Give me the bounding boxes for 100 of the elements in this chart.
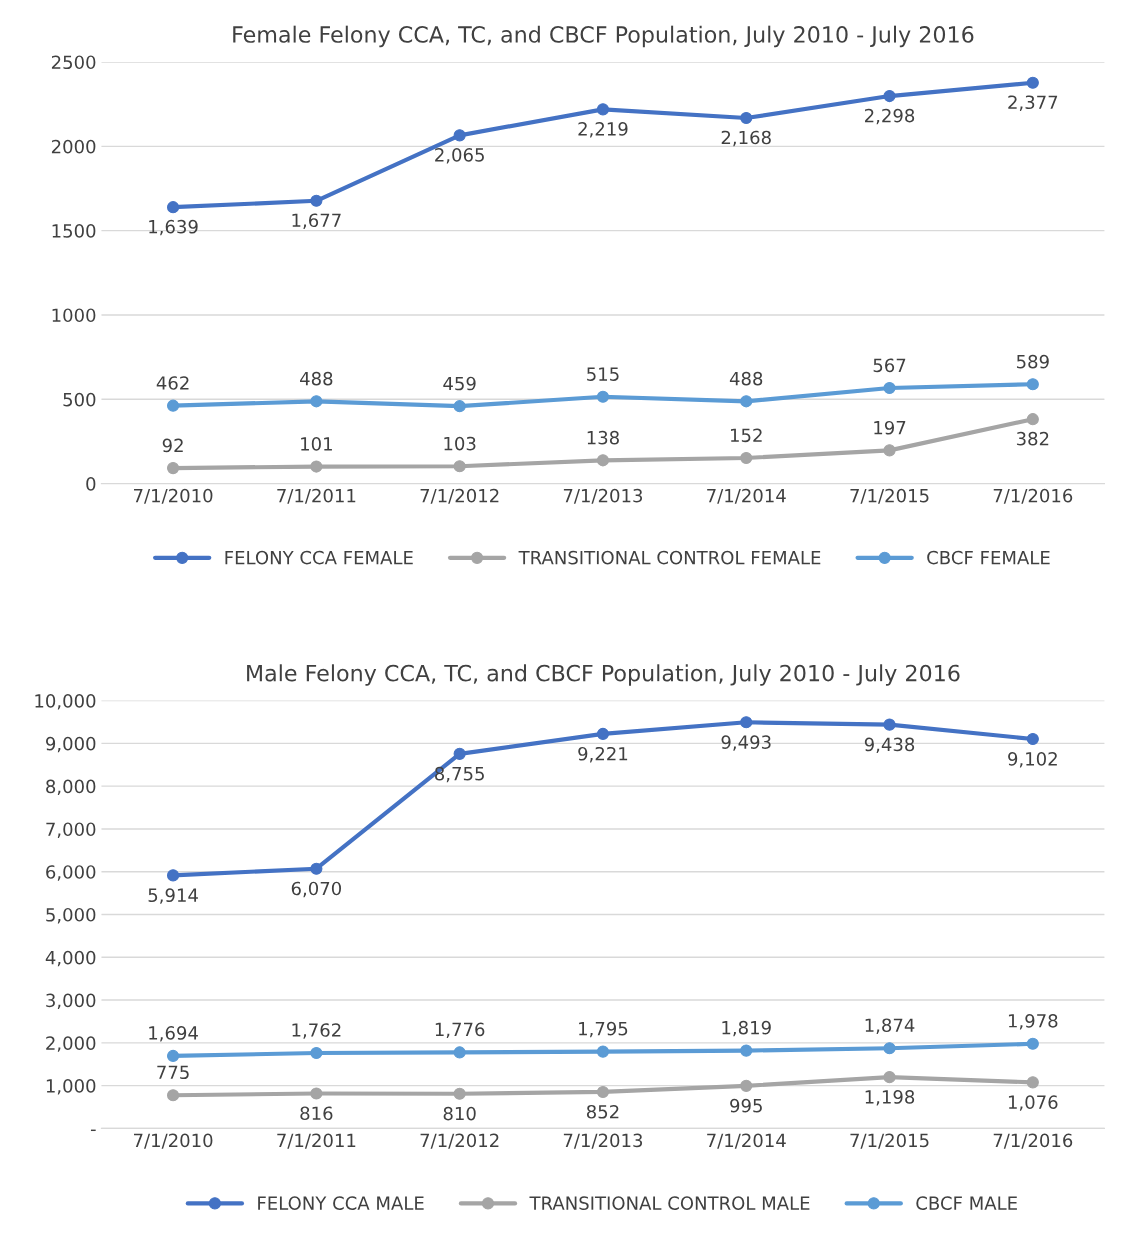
data-label: 775 bbox=[157, 1065, 189, 1080]
x-tick-label: 7/1/2016 bbox=[993, 1133, 1073, 1149]
y-tick-label: 500 bbox=[63, 392, 96, 407]
y-tick-label: 3,000 bbox=[46, 993, 96, 1010]
y-tick-label: 6,000 bbox=[46, 865, 96, 881]
point bbox=[167, 201, 180, 214]
x-tick-label: 7/1/2011 bbox=[277, 488, 356, 504]
point bbox=[740, 1044, 753, 1057]
legend-label: CBCF FEMALE bbox=[927, 550, 1050, 565]
data-label: 2,377 bbox=[1008, 95, 1058, 111]
x-tick-label: 7/1/2010 bbox=[134, 488, 213, 504]
point bbox=[883, 1071, 896, 1084]
x-tick-label: 7/1/2010 bbox=[134, 1133, 213, 1149]
point bbox=[596, 727, 610, 740]
y-tick-label: 2,000 bbox=[46, 1036, 96, 1052]
data-label: 462 bbox=[156, 376, 189, 390]
point bbox=[1026, 76, 1039, 89]
chart-title: Male Felony CCA, TC, and CBCF Population, July 2010 - July 2016 bbox=[247, 664, 960, 686]
point bbox=[1026, 1037, 1039, 1050]
data-label: 567 bbox=[873, 358, 906, 373]
data-label: 2,298 bbox=[865, 108, 915, 125]
point bbox=[310, 395, 323, 408]
data-label: 488 bbox=[729, 371, 763, 386]
data-label: 1,076 bbox=[1008, 1095, 1058, 1111]
data-label: 810 bbox=[443, 1106, 476, 1121]
y-tick-label: 8,000 bbox=[46, 779, 96, 796]
data-label: 1,762 bbox=[292, 1023, 341, 1039]
data-label: 9,221 bbox=[578, 746, 628, 763]
data-label: 1,795 bbox=[579, 1021, 628, 1038]
point bbox=[883, 444, 896, 457]
data-label: 1,776 bbox=[435, 1022, 485, 1039]
point bbox=[1026, 1076, 1039, 1089]
point bbox=[596, 1085, 610, 1099]
point bbox=[883, 381, 896, 395]
point bbox=[596, 390, 610, 403]
point bbox=[167, 1049, 180, 1063]
point bbox=[310, 460, 323, 473]
x-tick-label: 7/1/2013 bbox=[563, 1133, 643, 1149]
point bbox=[883, 89, 896, 103]
x-tick-label: 7/1/2011 bbox=[277, 1133, 356, 1149]
data-label: 852 bbox=[586, 1104, 619, 1119]
legend-label: FELONY CCA MALE bbox=[258, 1196, 424, 1210]
y-tick-label: 5,000 bbox=[46, 907, 96, 924]
point bbox=[596, 103, 610, 116]
point bbox=[740, 111, 753, 125]
data-label: 1,198 bbox=[865, 1090, 915, 1106]
point bbox=[453, 129, 466, 142]
data-label: 1,694 bbox=[149, 1026, 198, 1042]
data-label: 816 bbox=[300, 1106, 333, 1121]
data-label: 1,677 bbox=[292, 213, 341, 229]
x-tick-label: 7/1/2015 bbox=[850, 1133, 929, 1149]
point bbox=[883, 718, 896, 731]
data-label: 382 bbox=[1016, 431, 1049, 446]
point bbox=[453, 460, 466, 473]
point bbox=[167, 462, 180, 475]
point bbox=[596, 454, 610, 467]
data-label: 92 bbox=[162, 438, 183, 453]
x-tick-label: 7/1/2016 bbox=[993, 488, 1073, 504]
data-label: 2,168 bbox=[721, 130, 771, 147]
data-label: 103 bbox=[444, 436, 476, 451]
y-tick-label: 0 bbox=[86, 477, 96, 491]
data-label: 2,219 bbox=[578, 122, 628, 138]
data-label: 1,874 bbox=[865, 1018, 915, 1034]
legend-label: FELONY CCA FEMALE bbox=[225, 550, 413, 565]
data-label: 2,065 bbox=[435, 148, 484, 164]
data-label: 459 bbox=[443, 376, 476, 391]
point bbox=[310, 1046, 323, 1060]
point bbox=[310, 1087, 323, 1100]
x-tick-label: 7/1/2015 bbox=[850, 488, 929, 504]
point bbox=[310, 862, 323, 875]
data-label: 152 bbox=[730, 428, 762, 443]
data-label: 101 bbox=[301, 437, 332, 451]
data-label: 8,755 bbox=[435, 766, 484, 783]
data-label: 1,978 bbox=[1008, 1013, 1058, 1030]
point bbox=[453, 1046, 466, 1059]
x-tick-label: 7/1/2014 bbox=[707, 1133, 786, 1149]
point bbox=[453, 400, 466, 413]
x-tick-label: 7/1/2012 bbox=[420, 1133, 499, 1149]
data-label: 1,639 bbox=[149, 219, 198, 236]
y-tick-label: 10,000 bbox=[35, 694, 96, 710]
point bbox=[1026, 732, 1039, 746]
data-label: 9,102 bbox=[1008, 751, 1057, 768]
y-tick-label: 1500 bbox=[52, 224, 96, 238]
point bbox=[883, 1042, 896, 1055]
point bbox=[596, 1045, 610, 1058]
y-tick-label: - bbox=[90, 1129, 96, 1132]
point bbox=[167, 399, 180, 412]
data-label: 488 bbox=[300, 371, 333, 386]
point bbox=[740, 1079, 753, 1092]
point bbox=[167, 1089, 180, 1102]
legend-label: TRANSITIONAL CONTROL FEMALE bbox=[518, 550, 821, 565]
chart-title: Female Felony CCA, TC, and CBCF Population, July 2010 - July 2016 bbox=[233, 25, 974, 48]
point bbox=[1026, 378, 1039, 391]
data-label: 995 bbox=[730, 1098, 762, 1113]
data-label: 1,819 bbox=[722, 1020, 771, 1037]
point bbox=[453, 747, 466, 760]
x-tick-label: 7/1/2014 bbox=[707, 488, 786, 504]
y-tick-label: 1,000 bbox=[46, 1079, 96, 1095]
point bbox=[740, 451, 753, 465]
point bbox=[453, 1087, 466, 1100]
